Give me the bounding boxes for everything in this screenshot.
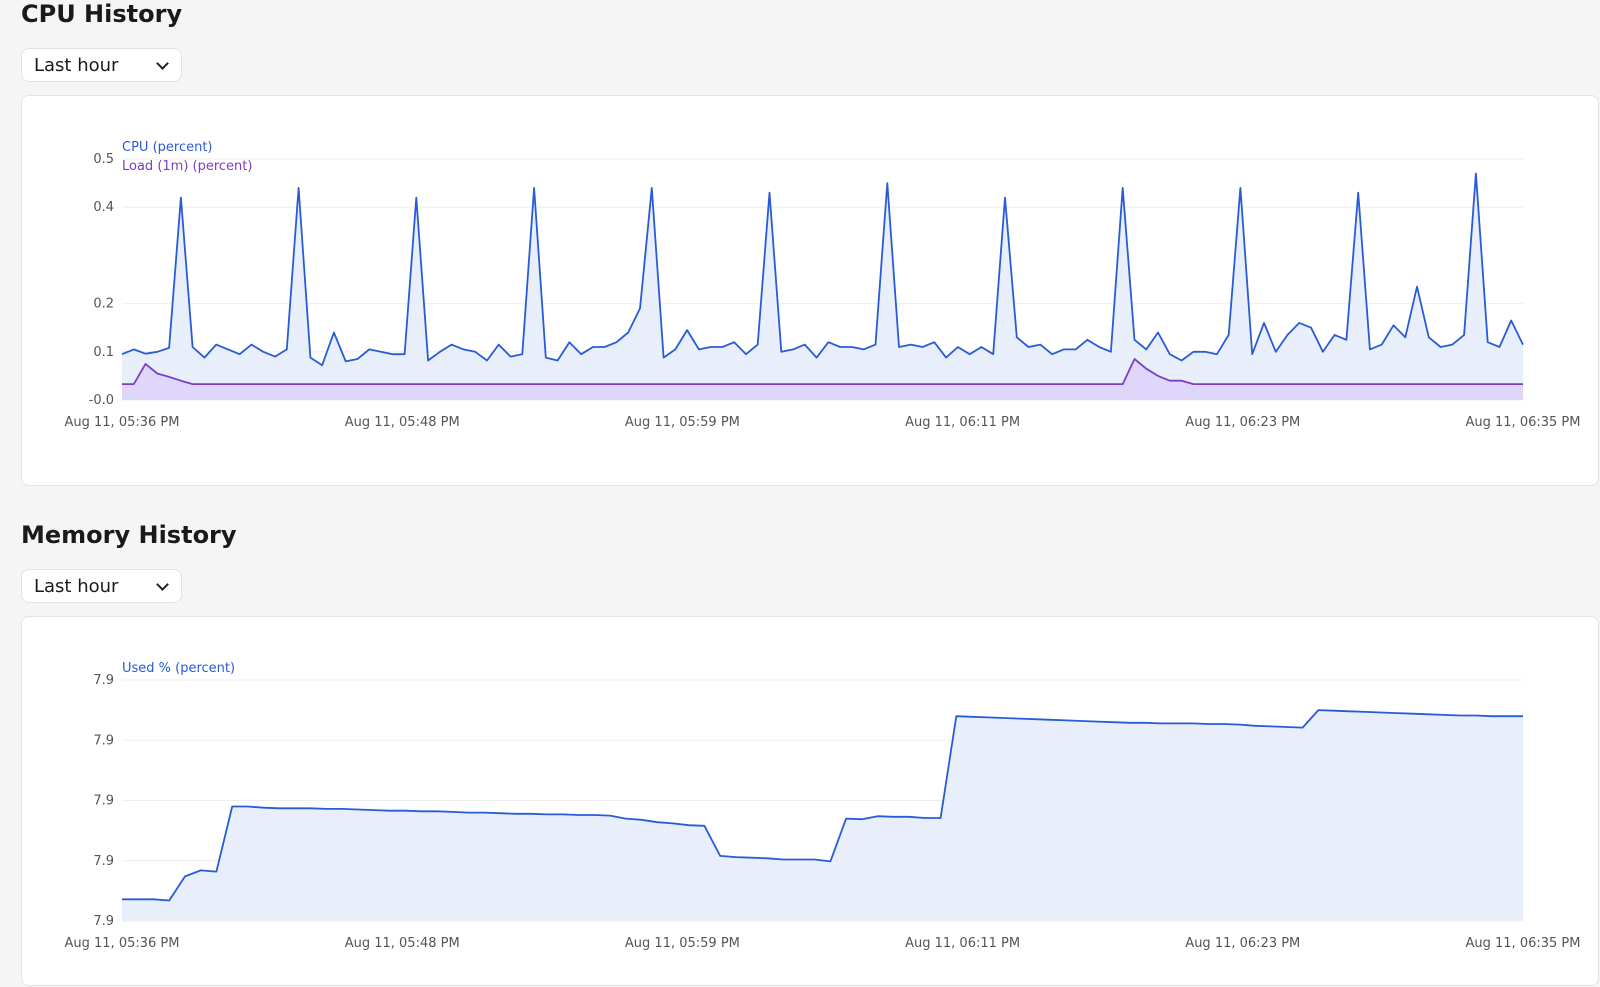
memory-chart-card: 7.9 7.9 7.9 7.9 7.9 Used % (percent) Aug 11, 0… bbox=[21, 616, 1599, 986]
memory-range-select[interactable]: Last hour bbox=[21, 569, 182, 603]
cpu-chart-card: 0.5 0.4 0.2 0.1 -0.0 CPU (percent) Load (1m) (… bbox=[21, 95, 1599, 486]
y-tick-label: 7.9 bbox=[93, 794, 114, 809]
cpu-history-title: CPU History bbox=[21, 0, 183, 28]
y-tick-label: 7.9 bbox=[93, 914, 114, 929]
y-tick-label: 0.2 bbox=[93, 297, 114, 312]
series-line bbox=[121, 172, 1524, 367]
x-tick-label: Aug 11, 05:59 PM bbox=[625, 415, 740, 430]
memory-chart: 7.9 7.9 7.9 7.9 7.9 Used % (percent) Aug 11, 0… bbox=[65, 661, 1581, 951]
x-tick-label: Aug 11, 06:23 PM bbox=[1185, 415, 1300, 430]
y-tick-label: -0.0 bbox=[89, 393, 114, 408]
series-area bbox=[122, 359, 1523, 400]
chevron-down-icon bbox=[156, 56, 169, 70]
x-tick-label: Aug 11, 06:35 PM bbox=[1466, 415, 1581, 430]
x-tick-label: Aug 11, 05:36 PM bbox=[65, 415, 180, 430]
legend-entry: Used % (percent) bbox=[122, 661, 235, 676]
x-tick-label: Aug 11, 05:48 PM bbox=[345, 936, 460, 951]
cpu-chart: 0.5 0.4 0.2 0.1 -0.0 CPU (percent) Load (1m) (… bbox=[65, 140, 1581, 430]
series-line bbox=[122, 709, 1523, 902]
y-tick-label: 7.9 bbox=[93, 733, 114, 748]
memory-range-value: Last hour bbox=[34, 575, 119, 597]
y-tick-label: 7.9 bbox=[93, 673, 114, 688]
series-line bbox=[122, 358, 1523, 385]
y-tick-label: 0.1 bbox=[93, 345, 114, 360]
y-tick-label: 0.4 bbox=[93, 200, 114, 215]
x-tick-label: Aug 11, 06:23 PM bbox=[1185, 936, 1300, 951]
x-tick-label: Aug 11, 05:48 PM bbox=[345, 415, 460, 430]
x-tick-label: Aug 11, 06:11 PM bbox=[905, 936, 1020, 951]
legend-entry: CPU (percent) bbox=[122, 140, 213, 155]
x-tick-label: Aug 11, 06:11 PM bbox=[905, 415, 1020, 430]
x-tick-label: Aug 11, 05:36 PM bbox=[65, 936, 180, 951]
memory-history-title: Memory History bbox=[21, 521, 237, 549]
cpu-range-value: Last hour bbox=[34, 54, 119, 76]
chevron-down-icon bbox=[156, 577, 169, 591]
x-tick-label: Aug 11, 05:59 PM bbox=[625, 936, 740, 951]
x-tick-label: Aug 11, 06:35 PM bbox=[1466, 936, 1581, 951]
y-tick-label: 0.5 bbox=[93, 152, 114, 167]
y-tick-label: 7.9 bbox=[93, 854, 114, 869]
cpu-range-select[interactable]: Last hour bbox=[21, 48, 182, 82]
legend-entry: Load (1m) (percent) bbox=[122, 159, 252, 174]
series-area bbox=[122, 173, 1523, 400]
series-area bbox=[122, 710, 1523, 921]
